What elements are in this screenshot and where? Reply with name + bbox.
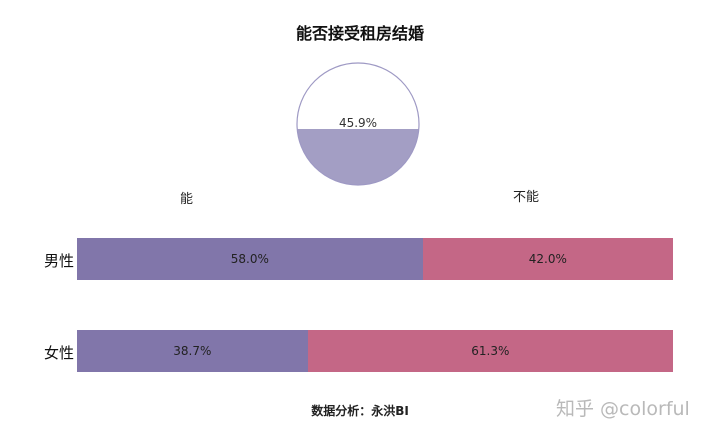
bar-data-label: 58.0% [230, 252, 269, 266]
bar-data-label: 38.7% [173, 344, 212, 358]
bar-segment-no-male: 42.0% [422, 238, 673, 280]
pie-outline [296, 62, 420, 186]
bar-segment-no-female: 61.3% [307, 330, 673, 372]
bar-data-label: 42.0% [528, 252, 567, 266]
pie-data-label: 45.9% [339, 116, 377, 130]
data-source-note: 数据分析：永洪BI [311, 404, 409, 418]
row-label-female: 女性 [44, 344, 75, 362]
legend-label-no: 不能 [513, 190, 540, 205]
row-label-male: 男性 [44, 252, 75, 270]
watermark: 知乎 @colorful [556, 398, 690, 420]
bar-segment-yes-male: 58.0% [77, 238, 423, 280]
legend-label-yes: 能 [180, 192, 194, 207]
bar-segment-yes-female: 38.7% [77, 330, 308, 372]
pie-slice-yes [297, 129, 419, 185]
bar-data-label: 61.3% [471, 344, 510, 358]
pie-chart: 45.9% [296, 62, 420, 186]
chart-title: 能否接受租房结婚 [295, 24, 424, 43]
